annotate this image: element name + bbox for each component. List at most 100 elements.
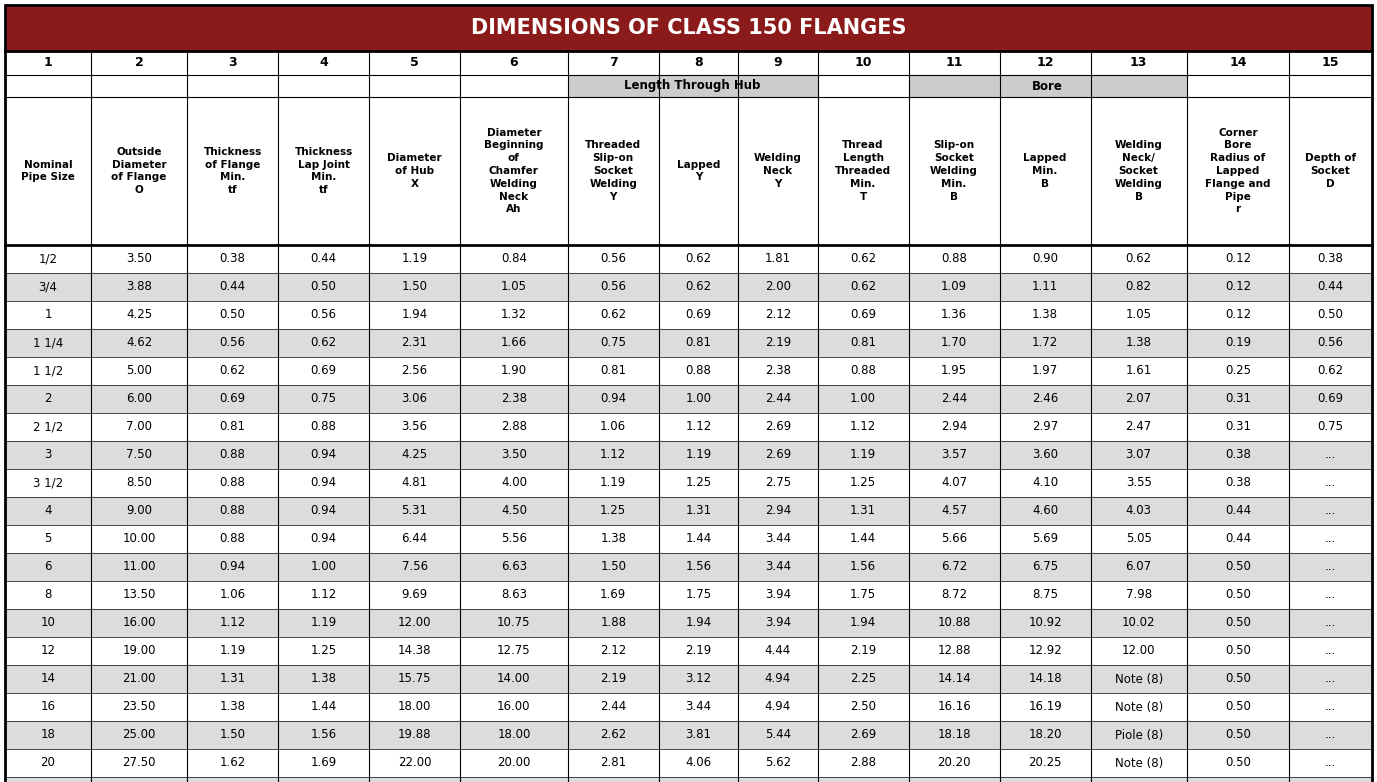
Text: 21.00: 21.00 xyxy=(123,673,156,686)
Text: 1.12: 1.12 xyxy=(600,449,627,461)
Text: 0.44: 0.44 xyxy=(1226,533,1252,546)
Text: 0.44: 0.44 xyxy=(1226,504,1252,518)
Text: 1.94: 1.94 xyxy=(686,616,712,630)
Text: 14.18: 14.18 xyxy=(1029,673,1062,686)
Text: 8.50: 8.50 xyxy=(127,476,151,490)
Text: ...: ... xyxy=(1325,561,1336,573)
Text: 6.07: 6.07 xyxy=(1125,561,1151,573)
Text: 0.75: 0.75 xyxy=(311,393,336,406)
Bar xyxy=(6,329,1371,357)
Text: 2.69: 2.69 xyxy=(764,421,790,433)
Text: 14: 14 xyxy=(1230,56,1246,70)
Text: 14.38: 14.38 xyxy=(398,644,431,658)
Text: Piole (8): Piole (8) xyxy=(1114,729,1162,741)
Text: 0.56: 0.56 xyxy=(600,281,627,293)
Text: 1.50: 1.50 xyxy=(600,561,627,573)
Text: 10: 10 xyxy=(40,616,55,630)
Text: 0.94: 0.94 xyxy=(600,393,627,406)
Text: 3.50: 3.50 xyxy=(501,449,527,461)
Text: 2.81: 2.81 xyxy=(600,756,627,769)
Text: 2.44: 2.44 xyxy=(764,393,790,406)
Text: 7.50: 7.50 xyxy=(127,449,151,461)
Text: 1.61: 1.61 xyxy=(1125,364,1151,378)
Text: 0.94: 0.94 xyxy=(219,561,245,573)
Text: 6.44: 6.44 xyxy=(402,533,428,546)
Text: 0.62: 0.62 xyxy=(600,309,627,321)
Text: 16.16: 16.16 xyxy=(938,701,971,713)
Text: Corner
Bore
Radius of
Lapped
Flange and
Pipe
r: Corner Bore Radius of Lapped Flange and … xyxy=(1205,127,1271,214)
Text: 6.63: 6.63 xyxy=(501,561,527,573)
Text: 0.69: 0.69 xyxy=(311,364,336,378)
Text: 0.44: 0.44 xyxy=(1318,281,1344,293)
Text: 2.88: 2.88 xyxy=(850,756,876,769)
Bar xyxy=(6,693,1371,721)
Text: Welding
Neck/
Socket
Welding
B: Welding Neck/ Socket Welding B xyxy=(1115,141,1162,202)
Text: 0.12: 0.12 xyxy=(1226,253,1252,266)
Text: Thickness
Lap Joint
Min.
tf: Thickness Lap Joint Min. tf xyxy=(295,147,353,196)
Text: 4.62: 4.62 xyxy=(125,336,153,350)
Bar xyxy=(6,75,1371,97)
Text: 0.62: 0.62 xyxy=(311,336,336,350)
Text: Depth of
Socket
D: Depth of Socket D xyxy=(1305,153,1356,188)
Text: 1.00: 1.00 xyxy=(311,561,336,573)
Text: 2.44: 2.44 xyxy=(600,701,627,713)
Text: 1.19: 1.19 xyxy=(686,449,712,461)
Text: 2.19: 2.19 xyxy=(764,336,790,350)
Text: 1.19: 1.19 xyxy=(219,644,245,658)
Text: 12.88: 12.88 xyxy=(938,644,971,658)
Text: 1.36: 1.36 xyxy=(940,309,967,321)
Text: 1.25: 1.25 xyxy=(600,504,627,518)
Text: 0.19: 0.19 xyxy=(1226,336,1252,350)
Text: 0.50: 0.50 xyxy=(1226,644,1250,658)
Text: 0.12: 0.12 xyxy=(1226,309,1252,321)
Text: 0.50: 0.50 xyxy=(1226,589,1250,601)
Text: 2.94: 2.94 xyxy=(764,504,790,518)
Text: 20.00: 20.00 xyxy=(497,756,530,769)
Text: 2.50: 2.50 xyxy=(850,701,876,713)
Text: 23.50: 23.50 xyxy=(123,701,156,713)
Bar xyxy=(6,245,1371,273)
Text: 1.25: 1.25 xyxy=(686,476,712,490)
Text: 5.66: 5.66 xyxy=(940,533,967,546)
Text: 0.31: 0.31 xyxy=(1226,421,1250,433)
Text: 1.88: 1.88 xyxy=(600,616,627,630)
Text: 22.00: 22.00 xyxy=(398,756,431,769)
Bar xyxy=(6,777,1371,782)
Text: 3.12: 3.12 xyxy=(686,673,712,686)
Text: 1: 1 xyxy=(44,309,52,321)
Text: 2.62: 2.62 xyxy=(600,729,627,741)
Text: Lapped
Y: Lapped Y xyxy=(676,160,720,182)
Text: 3.88: 3.88 xyxy=(127,281,151,293)
Text: 0.88: 0.88 xyxy=(686,364,712,378)
Text: 3.81: 3.81 xyxy=(686,729,712,741)
Bar xyxy=(6,637,1371,665)
Text: 1.12: 1.12 xyxy=(850,421,876,433)
Text: 0.50: 0.50 xyxy=(1318,309,1344,321)
Bar xyxy=(6,413,1371,441)
Text: 6.72: 6.72 xyxy=(940,561,967,573)
Text: 4.03: 4.03 xyxy=(1125,504,1151,518)
Text: 0.88: 0.88 xyxy=(850,364,876,378)
Text: Outside
Diameter
of Flange
O: Outside Diameter of Flange O xyxy=(112,147,167,196)
Text: 2.56: 2.56 xyxy=(402,364,428,378)
Bar xyxy=(6,441,1371,469)
Text: 7.56: 7.56 xyxy=(402,561,428,573)
Text: 4.50: 4.50 xyxy=(501,504,527,518)
Text: 1.75: 1.75 xyxy=(686,589,712,601)
Text: 0.38: 0.38 xyxy=(1226,476,1250,490)
Text: 6: 6 xyxy=(509,56,518,70)
Text: 0.94: 0.94 xyxy=(311,504,336,518)
Text: 3: 3 xyxy=(44,449,52,461)
Text: 1.95: 1.95 xyxy=(940,364,967,378)
Text: 0.50: 0.50 xyxy=(1226,673,1250,686)
Text: DIMENSIONS OF CLASS 150 FLANGES: DIMENSIONS OF CLASS 150 FLANGES xyxy=(471,18,906,38)
Text: 1.38: 1.38 xyxy=(1125,336,1151,350)
Text: 8: 8 xyxy=(44,589,52,601)
Text: 1.38: 1.38 xyxy=(600,533,627,546)
Text: 3/4: 3/4 xyxy=(39,281,58,293)
Text: 15: 15 xyxy=(1322,56,1340,70)
Text: Thread
Length
Threaded
Min.
T: Thread Length Threaded Min. T xyxy=(834,141,891,202)
Text: 0.50: 0.50 xyxy=(1226,756,1250,769)
Text: 2.19: 2.19 xyxy=(686,644,712,658)
Text: ...: ... xyxy=(1325,756,1336,769)
